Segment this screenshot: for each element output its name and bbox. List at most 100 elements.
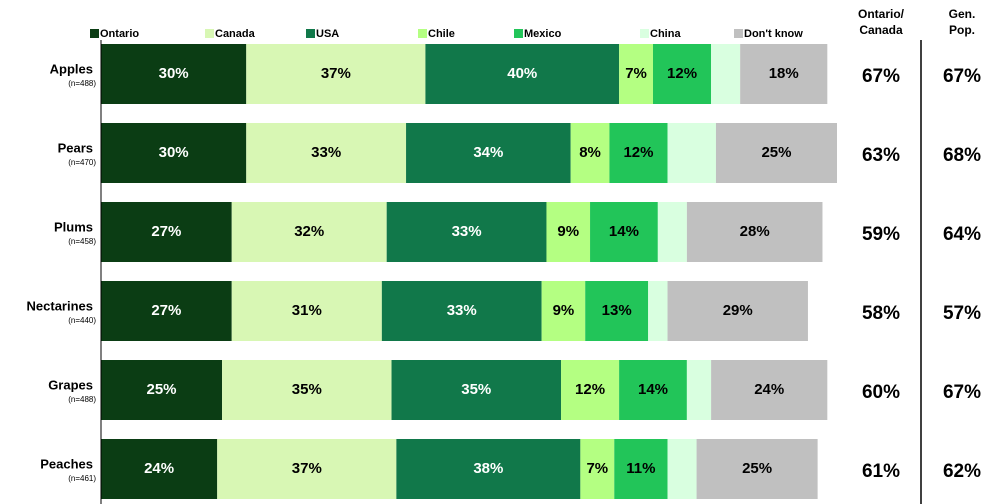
data-label: 24%: [144, 460, 174, 477]
summary-value: 58%: [862, 303, 900, 324]
data-label: 30%: [159, 65, 189, 82]
bar-segment: [686, 202, 823, 262]
data-label: 11%: [626, 460, 655, 477]
bar-segment: [619, 360, 687, 420]
data-label: 7%: [586, 460, 608, 477]
category-label: Nectarines: [27, 298, 93, 313]
data-label: 12%: [623, 144, 653, 161]
bar-segment: [686, 360, 712, 420]
data-label: 7%: [625, 65, 647, 82]
bar-segment: [614, 439, 668, 499]
legend-label: USA: [316, 28, 339, 40]
bar-segment: [246, 44, 426, 104]
bar-segment: [580, 439, 615, 499]
bar-segment: [101, 439, 218, 499]
summary-value: 60%: [862, 382, 900, 403]
bar-segment: [101, 281, 232, 341]
summary-value: 67%: [943, 382, 981, 403]
bar-segment: [231, 281, 382, 341]
summary-value: 62%: [943, 461, 981, 482]
bar-segment: [696, 439, 818, 499]
bar-segment: [546, 202, 591, 262]
data-label: 40%: [507, 65, 537, 82]
bar-segment: [667, 123, 716, 183]
sample-size: (n=461): [68, 474, 96, 483]
bar-segment: [425, 44, 620, 104]
data-label: 29%: [723, 302, 753, 319]
bar-segment: [561, 360, 620, 420]
data-label: 18%: [769, 65, 799, 82]
data-label: 27%: [151, 223, 181, 240]
data-label: 9%: [553, 302, 575, 319]
legend-label: Ontario: [100, 28, 139, 40]
legend-swatch: [306, 29, 315, 38]
data-label: 24%: [754, 381, 784, 398]
bar-segment: [657, 202, 687, 262]
bar-segment: [101, 123, 247, 183]
legend-swatch: [640, 29, 649, 38]
data-label: 25%: [742, 460, 772, 477]
legend-swatch: [205, 29, 214, 38]
summary-value: 64%: [943, 224, 981, 245]
bar-segment: [541, 281, 586, 341]
bar-segment: [570, 123, 610, 183]
data-label: 35%: [292, 381, 322, 398]
sample-size: (n=470): [68, 158, 96, 167]
bar-segment: [585, 281, 649, 341]
bar-segment: [715, 123, 837, 183]
data-label: 12%: [575, 381, 605, 398]
bar-segment: [667, 281, 808, 341]
bar-segment: [101, 44, 247, 104]
legend-swatch: [734, 29, 743, 38]
data-label: 37%: [321, 65, 351, 82]
data-label: 33%: [452, 223, 482, 240]
data-label: 25%: [147, 381, 177, 398]
data-label: 14%: [609, 223, 639, 240]
data-label: 31%: [292, 302, 322, 319]
summary-value: 57%: [943, 303, 981, 324]
category-label: Plums: [54, 219, 93, 234]
bar-segment: [222, 360, 392, 420]
data-label: 30%: [159, 144, 189, 161]
category-label: Pears: [58, 140, 93, 155]
data-label: 13%: [602, 302, 632, 319]
data-label: 12%: [667, 65, 697, 82]
category-label: Peaches: [40, 456, 93, 471]
category-label: Apples: [50, 61, 93, 76]
legend-swatch: [90, 29, 99, 38]
summary-value: 61%: [862, 461, 900, 482]
column-header: Gen.: [949, 7, 976, 21]
summary-value: 63%: [862, 145, 900, 166]
bar-segment: [381, 281, 542, 341]
bar-segment: [648, 281, 668, 341]
summary-value: 59%: [862, 224, 900, 245]
bar-segment: [246, 123, 407, 183]
bar-segment: [653, 44, 712, 104]
summary-value: 67%: [943, 66, 981, 87]
data-label: 33%: [447, 302, 477, 319]
bar-segment: [406, 123, 571, 183]
bar-segment: [590, 202, 658, 262]
bar-segment: [391, 360, 561, 420]
column-header: Pop.: [949, 23, 975, 37]
data-label: 27%: [151, 302, 181, 319]
legend-label: Don't know: [744, 28, 803, 40]
data-label: 8%: [579, 144, 601, 161]
bar-segment: [619, 44, 653, 104]
bar-segment: [609, 123, 668, 183]
bar-segment: [231, 202, 387, 262]
legend-label: China: [650, 28, 681, 40]
data-label: 9%: [557, 223, 579, 240]
data-label: 37%: [292, 460, 322, 477]
legend-label: Chile: [428, 28, 455, 40]
data-label: 35%: [461, 381, 491, 398]
summary-value: 68%: [943, 145, 981, 166]
data-label: 38%: [473, 460, 503, 477]
bar-segment: [740, 44, 828, 104]
data-label: 32%: [294, 223, 324, 240]
data-label: 14%: [638, 381, 668, 398]
bar-segment: [101, 360, 223, 420]
data-label: 28%: [740, 223, 770, 240]
bar-segment: [667, 439, 697, 499]
